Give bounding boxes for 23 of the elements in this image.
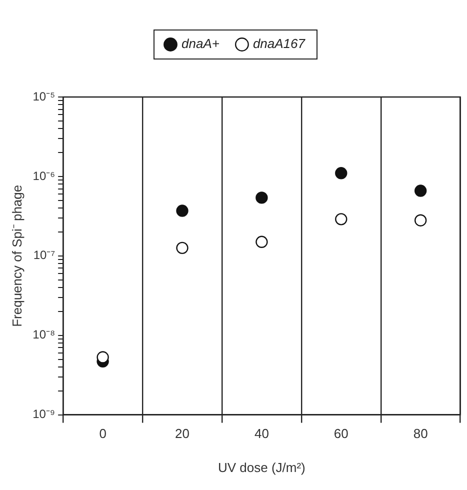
x-tick-label: 20 bbox=[175, 426, 190, 442]
legend-label: dnaA167 bbox=[252, 36, 306, 52]
point bbox=[96, 351, 109, 364]
y-tick-label: 10⁻⁵ bbox=[32, 89, 56, 104]
y-axis-title: Frequency of Spi⁻ phage bbox=[9, 184, 24, 327]
y-tick-label: 10⁻⁶ bbox=[32, 168, 56, 183]
x-axis-title: UV dose (J/m²) bbox=[218, 460, 306, 475]
point bbox=[176, 204, 188, 217]
y-tick-label: 10⁻⁷ bbox=[33, 248, 56, 262]
y-tick-label: 10⁻⁹ bbox=[32, 407, 56, 422]
legend-label: dnaA+ bbox=[182, 36, 220, 52]
point bbox=[256, 192, 268, 204]
point bbox=[256, 236, 268, 248]
point bbox=[176, 242, 188, 254]
x-tick-label: 60 bbox=[334, 426, 348, 442]
point bbox=[414, 184, 427, 197]
x-tick-label: 0 bbox=[99, 426, 106, 442]
point bbox=[335, 167, 348, 180]
x-tick-label: 40 bbox=[254, 426, 269, 442]
point bbox=[335, 213, 348, 226]
y-tick-label: 10⁻⁸ bbox=[32, 328, 56, 342]
x-tick-label: 80 bbox=[413, 426, 428, 442]
point bbox=[414, 214, 427, 226]
